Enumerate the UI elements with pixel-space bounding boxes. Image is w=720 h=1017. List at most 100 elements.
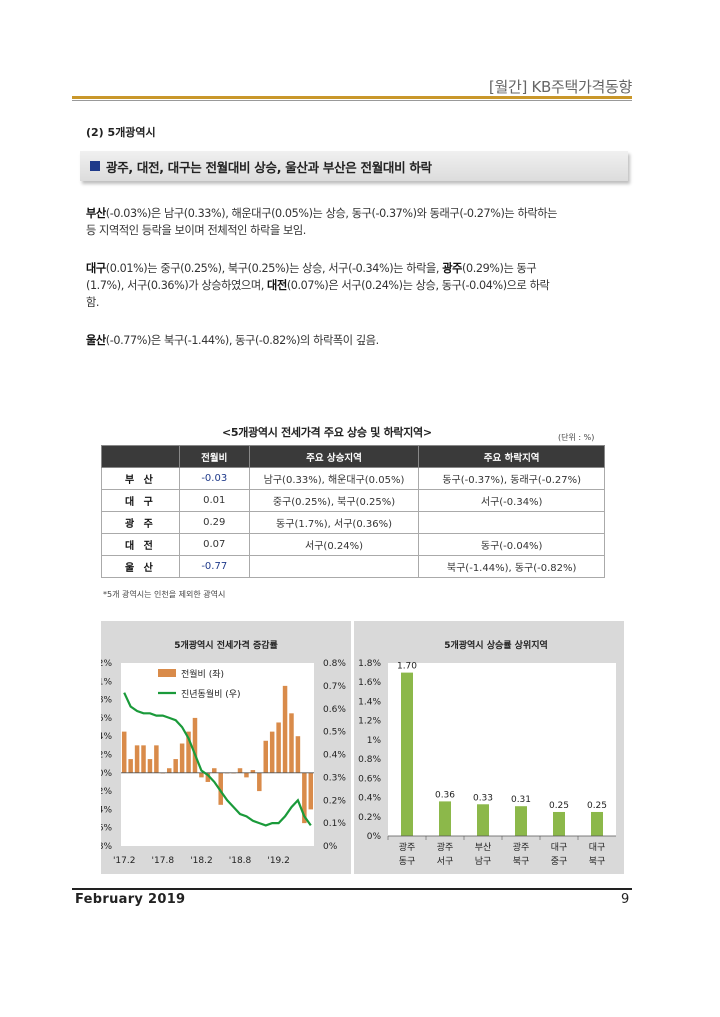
right-axis-tick-label: 0.8% bbox=[323, 659, 346, 669]
y-axis-tick-label: 0.6% bbox=[358, 774, 381, 784]
table-row: 대 구 0.01 중구(0.25%), 북구(0.25%) 서구(-0.34%) bbox=[101, 489, 605, 512]
bar-monthly-change bbox=[128, 759, 133, 773]
x-axis-tick-label: 대구 bbox=[589, 842, 606, 853]
bar-monthly-change bbox=[134, 745, 140, 773]
bar-monthly-change bbox=[212, 768, 217, 773]
right-axis-tick-label: 0.5% bbox=[323, 728, 346, 738]
bar-monthly-change bbox=[186, 731, 191, 773]
bar-value-label: 0.25 bbox=[587, 801, 607, 811]
table-cell-mom: -0.03 bbox=[178, 467, 250, 490]
bar-monthly-change bbox=[308, 772, 314, 810]
bar-value-label: 1.70 bbox=[397, 662, 417, 672]
footer-rule bbox=[72, 888, 632, 890]
chart-panel-monthly-change: 5개광역시 전세가격 증감률 0.12% 0.1% 0.08% 0.06% 0.04% 0.… bbox=[80, 621, 351, 874]
left-axis-tick-label: -0.04% bbox=[101, 805, 112, 815]
bar-monthly-change bbox=[244, 772, 249, 778]
left-axis-tick-label: 0.04% bbox=[101, 732, 112, 742]
table-cell-mom: 0.29 bbox=[178, 511, 250, 534]
plot-area bbox=[388, 663, 616, 836]
bar-region-change bbox=[439, 801, 451, 836]
paragraph-text: (0.29%)는 동구 bbox=[462, 262, 537, 275]
x-axis-tick-label: 서구 bbox=[437, 856, 454, 867]
bar-monthly-change bbox=[192, 717, 198, 773]
y-axis-tick-label: 1.2% bbox=[358, 717, 381, 727]
bar-monthly-change bbox=[276, 722, 281, 773]
paragraph-text: 함. bbox=[86, 296, 100, 309]
y-axis-tick-label: 0.2% bbox=[358, 813, 381, 823]
right-axis-tick-label: 0.3% bbox=[323, 773, 346, 783]
bar-value-label: 0.36 bbox=[435, 790, 455, 800]
table-header-cell: 주요 상승지역 bbox=[248, 445, 420, 468]
table-cell-falling: 북구(-1.44%), 동구(-0.82%) bbox=[418, 555, 605, 578]
region-name: 울산 bbox=[86, 334, 106, 347]
left-axis-tick-label: 0.02% bbox=[101, 751, 112, 761]
summary-banner: 광주, 대전, 대구는 전월대비 상승, 울산과 부산은 전월대비 하락 bbox=[80, 151, 628, 181]
x-axis-tick-label: '18.2 bbox=[190, 856, 213, 866]
x-axis-tick-label: 북구 bbox=[513, 856, 530, 867]
x-axis-tick-label: 동구 bbox=[399, 856, 416, 867]
page-number: 9 bbox=[621, 892, 630, 907]
x-axis-tick-label: 광주 bbox=[399, 841, 416, 853]
footer-month: February 2019 bbox=[75, 892, 186, 907]
region-name: 부산 bbox=[86, 207, 106, 220]
table-row: 울 산 -0.77 북구(-1.44%), 동구(-0.82%) bbox=[101, 555, 605, 578]
table-cell-rising: 남구(0.33%), 해운대구(0.05%) bbox=[248, 467, 420, 490]
region-name: 대구 bbox=[86, 262, 106, 275]
left-axis-tick-label: 0.06% bbox=[101, 714, 112, 724]
table-cell-falling: 동구(-0.37%), 동래구(-0.27%) bbox=[418, 467, 605, 490]
bar-region-change bbox=[515, 806, 527, 836]
bar-monthly-change bbox=[147, 759, 153, 773]
bar-monthly-change bbox=[289, 713, 294, 773]
bar-monthly-change bbox=[121, 731, 127, 773]
bar-monthly-change bbox=[205, 772, 211, 782]
report-header-title: [월간] KB주택가격동향 bbox=[488, 78, 632, 96]
paragraph-daegu: 대구(0.01%)는 중구(0.25%), 북구(0.25%)는 상승, 서구(… bbox=[86, 260, 636, 311]
regional-change-table: 전월비 주요 상승지역 주요 하락지역 부 산 -0.03 남구(0.33%),… bbox=[101, 445, 605, 578]
y-axis-tick-label: 0.8% bbox=[358, 755, 381, 765]
table-cell-mom: 0.07 bbox=[178, 533, 250, 556]
table-cell-region: 광 주 bbox=[101, 511, 180, 534]
section-title: (2) 5개광역시 bbox=[86, 126, 156, 139]
x-axis-tick-label: '18.8 bbox=[229, 856, 252, 866]
bar-value-label: 0.31 bbox=[511, 795, 531, 805]
bar-monthly-change bbox=[141, 745, 146, 773]
paragraph-ulsan: 울산(-0.77%)은 북구(-1.44%), 동구(-0.82%)의 하락폭이… bbox=[86, 332, 636, 349]
table-row: 부 산 -0.03 남구(0.33%), 해운대구(0.05%) 동구(-0.3… bbox=[101, 467, 605, 490]
bar-region-change bbox=[401, 672, 413, 836]
chart-title: 5개광역시 전세가격 증감률 bbox=[174, 639, 278, 651]
x-axis-tick-label: '17.8 bbox=[152, 856, 175, 866]
paragraph-text: (-0.77%)은 북구(-1.44%), 동구(-0.82%)의 하락폭이 깊… bbox=[105, 334, 379, 347]
left-axis-tick-label: 0.1% bbox=[101, 677, 112, 687]
paragraph-text: (0.01%)는 중구(0.25%), 북구(0.25%)는 상승, 서구(-0… bbox=[105, 262, 440, 275]
header-rule bbox=[72, 96, 632, 99]
table-cell-rising: 중구(0.25%), 북구(0.25%) bbox=[248, 489, 420, 512]
right-axis-tick-label: 0.6% bbox=[323, 705, 346, 715]
left-axis-tick-label: 0.08% bbox=[101, 696, 112, 706]
left-axis-tick-label: -0.08% bbox=[101, 842, 112, 852]
bar-monthly-change bbox=[302, 772, 307, 824]
bar-region-change bbox=[591, 811, 603, 836]
bar-monthly-change bbox=[154, 745, 159, 773]
table-header-cell bbox=[101, 445, 180, 468]
chart-title: 5개광역시 상승률 상위지역 bbox=[444, 639, 548, 651]
bar-monthly-change bbox=[218, 772, 223, 805]
table-header-cell: 주요 하락지역 bbox=[418, 445, 605, 468]
left-axis-tick-label: 0% bbox=[101, 769, 112, 779]
x-axis-tick-label: '17.2 bbox=[113, 856, 136, 866]
table-footnote: *5개 광역시는 인천을 제외한 광역시 bbox=[103, 590, 226, 599]
y-axis-tick-label: 1.6% bbox=[358, 678, 381, 688]
bar-monthly-change bbox=[263, 740, 269, 773]
table-row: 대 전 0.07 서구(0.24%) 동구(-0.04%) bbox=[101, 533, 605, 556]
bar-monthly-change bbox=[173, 759, 178, 773]
y-axis-tick-label: 1.4% bbox=[358, 697, 381, 707]
y-axis-tick-label: 1.8% bbox=[358, 659, 381, 669]
bar-monthly-change bbox=[166, 768, 172, 773]
left-axis-tick-label: 0.12% bbox=[101, 659, 112, 669]
table-cell-rising: 동구(1.7%), 서구(0.36%) bbox=[248, 511, 420, 534]
square-bullet-icon bbox=[90, 161, 100, 171]
table-header-cell: 전월비 bbox=[178, 445, 250, 468]
bar-monthly-change bbox=[199, 772, 204, 778]
paragraph-text: (-0.03%)은 남구(0.33%), 해운대구(0.05%)는 상승, 동구… bbox=[105, 207, 558, 220]
paragraph-text: 등 지역적인 등락을 보이며 전체적인 하락을 보임. bbox=[86, 224, 306, 237]
line-yoy-change bbox=[123, 692, 312, 827]
